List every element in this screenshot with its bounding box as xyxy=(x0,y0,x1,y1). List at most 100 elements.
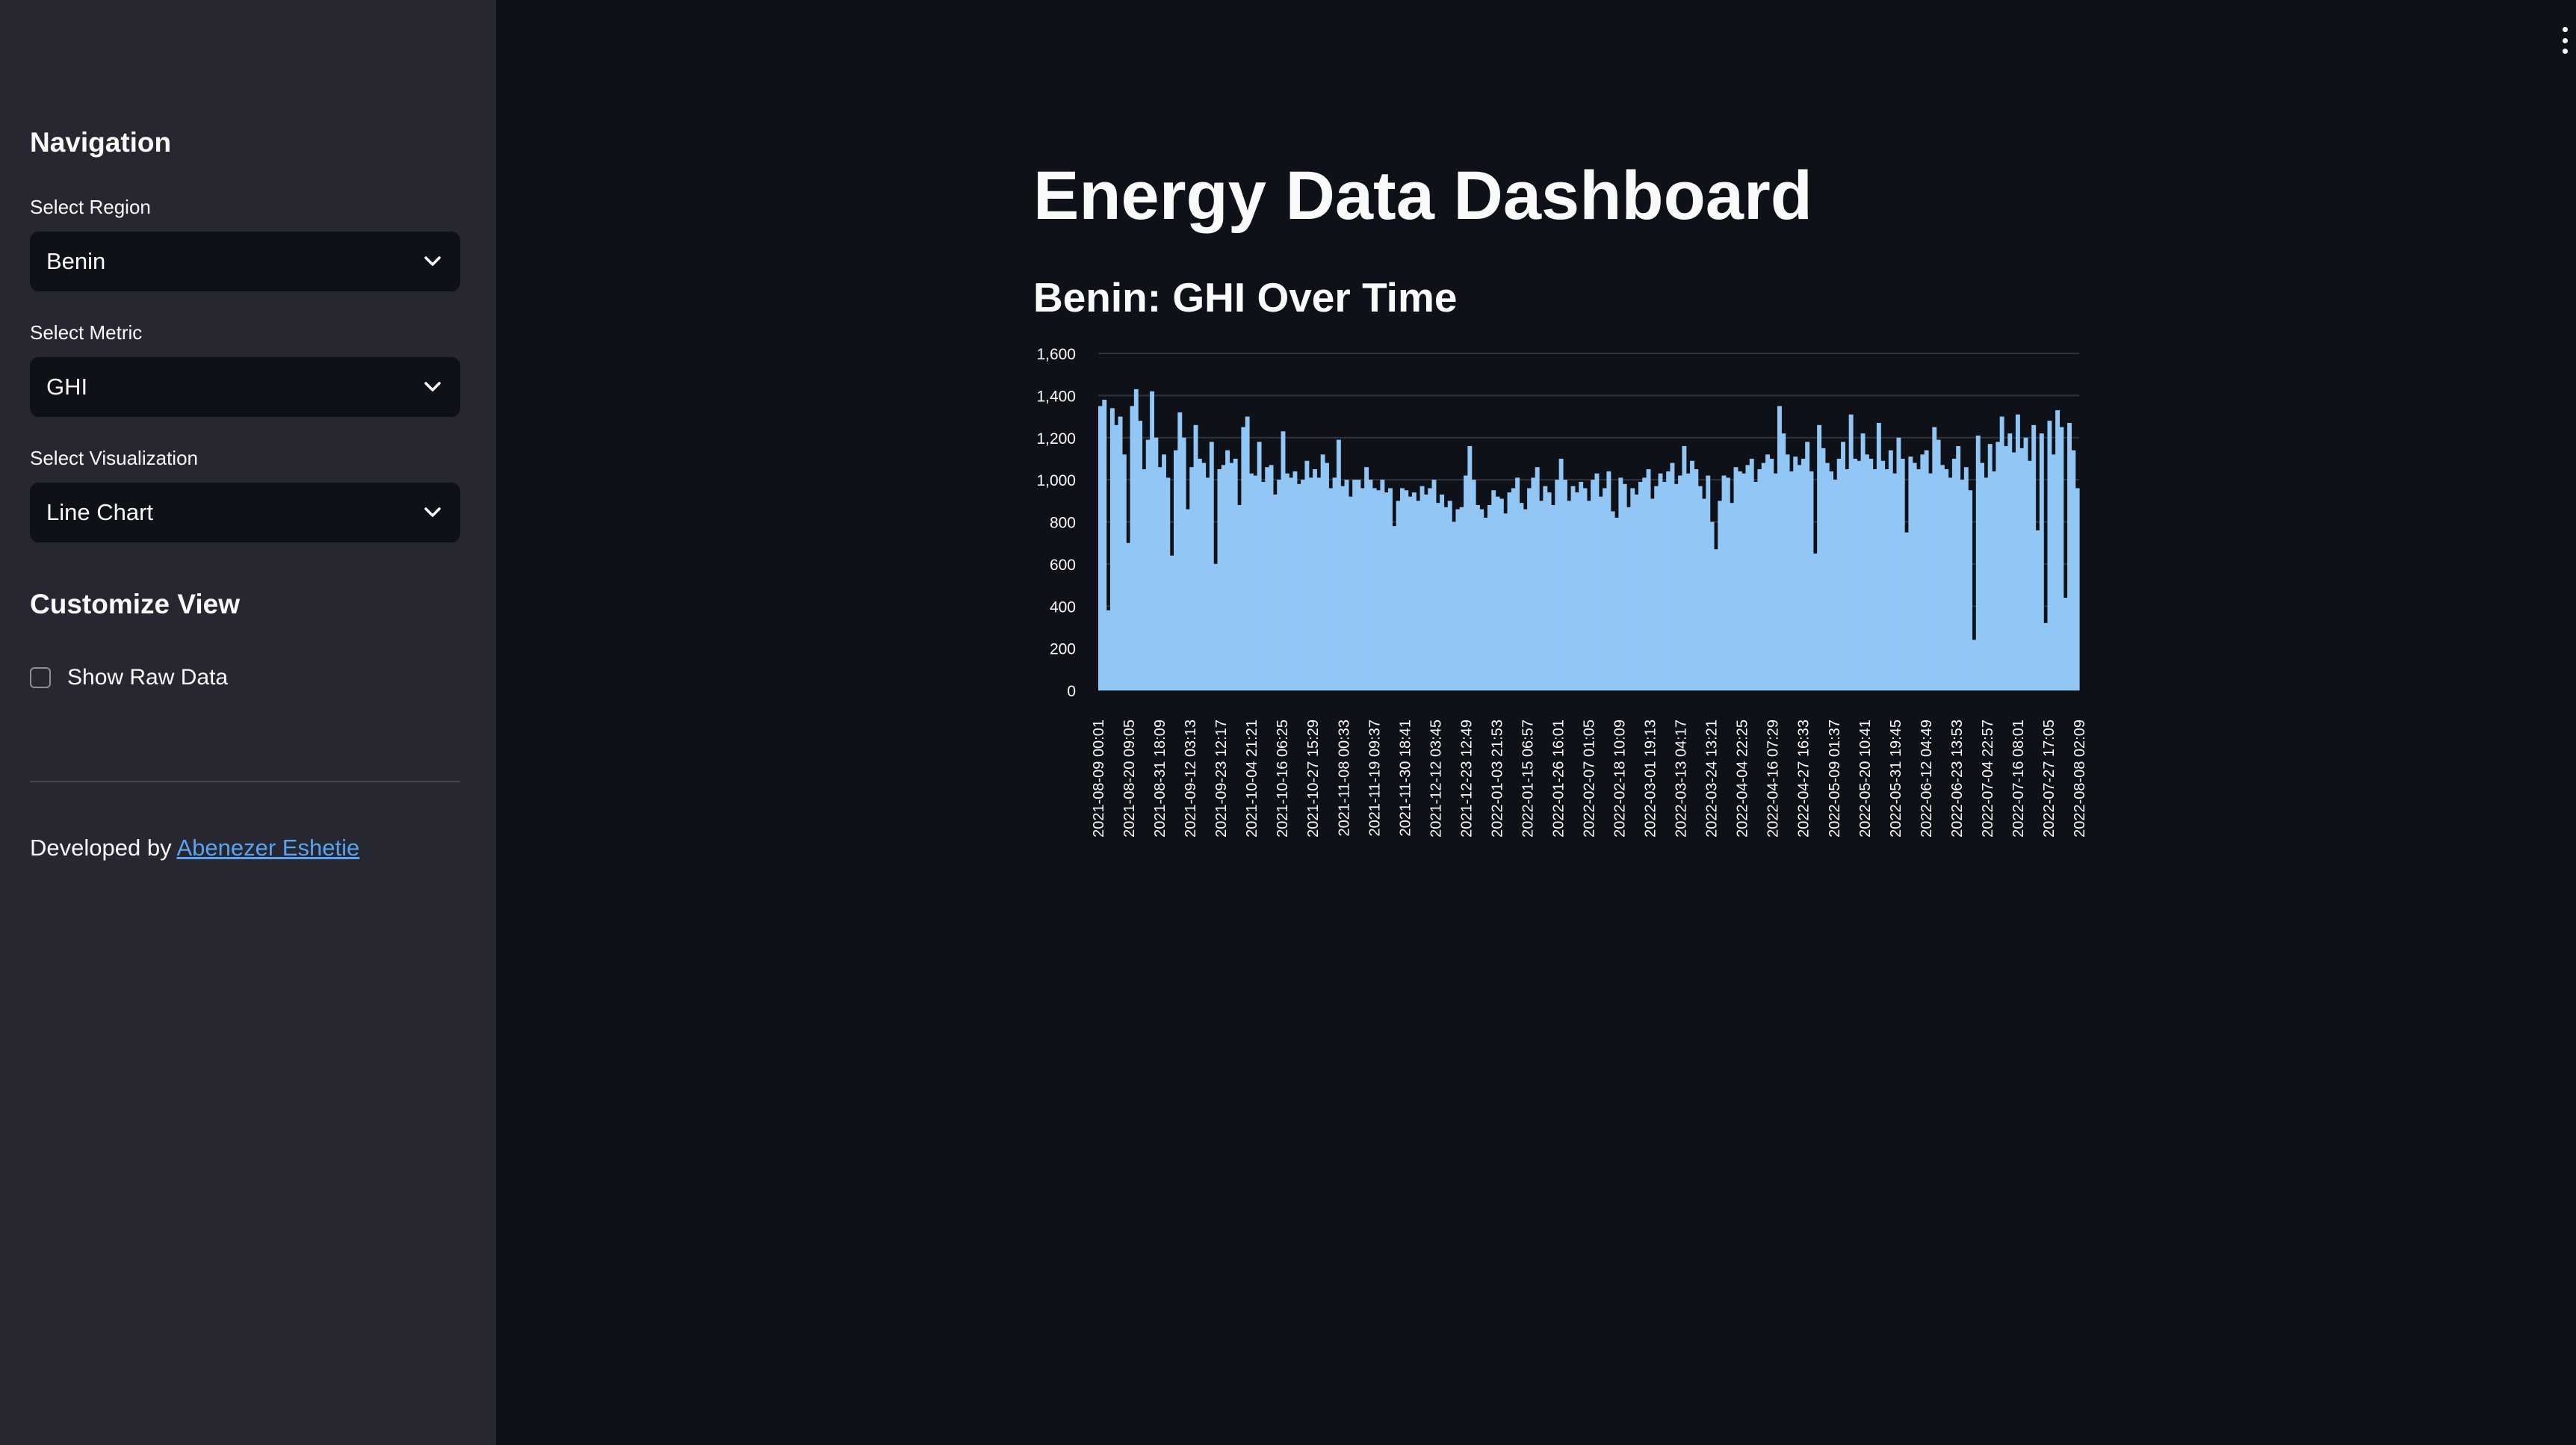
ghi-bar xyxy=(1313,469,1317,690)
vertical-dots-icon[interactable] xyxy=(2557,27,2573,54)
show-raw-data-option[interactable]: Show Raw Data xyxy=(30,665,228,690)
developer-link[interactable]: Abenezer Eshetie xyxy=(176,835,360,861)
ghi-bar xyxy=(1963,467,1969,690)
ghi-bar xyxy=(1562,480,1567,690)
ghi-bar xyxy=(1165,477,1171,690)
y-tick-label: 600 xyxy=(1050,557,1076,574)
ghi-bar xyxy=(1423,494,1428,690)
ghi-bar xyxy=(1980,462,1985,690)
ghi-bar xyxy=(1951,458,1957,690)
ghi-bar xyxy=(1372,488,1377,690)
ghi-bar xyxy=(1853,458,1857,690)
ghi-bar xyxy=(2051,454,2056,690)
ghi-bar xyxy=(1491,490,1496,690)
select-visualization-value: Line Chart xyxy=(46,499,154,525)
x-tick-label: 2021-10-04 21:21 xyxy=(1244,720,1260,838)
ghi-bar xyxy=(1428,488,1433,690)
select-metric-dropdown[interactable]: GHI xyxy=(30,357,460,417)
ghi-bar xyxy=(1821,448,1826,690)
ghi-bar xyxy=(1447,501,1452,690)
ghi-bar xyxy=(2055,410,2061,690)
ghi-bar xyxy=(1725,477,1730,690)
ghi-bar xyxy=(1284,473,1289,690)
ghi-bar xyxy=(1114,424,1119,690)
ghi-bar xyxy=(1936,439,1941,690)
developer-credit-prefix: Developed by xyxy=(30,835,172,861)
ghi-bar xyxy=(1109,408,1115,690)
ghi-bar xyxy=(1296,483,1301,690)
ghi-bar xyxy=(1606,471,1611,690)
ghi-chart[interactable]: 0 200 400 600 800 1,000 1,200 1,400 1,600 2021-08… xyxy=(1024,340,2107,848)
ghi-bar xyxy=(1272,494,1278,690)
ghi-bar xyxy=(1706,475,1711,690)
ghi-bar xyxy=(1555,480,1560,690)
ghi-bar xyxy=(1229,462,1234,690)
ghi-bar xyxy=(1142,469,1147,690)
ghi-bar xyxy=(1777,406,1782,690)
ghi-bar xyxy=(1225,450,1230,690)
ghi-bar xyxy=(1880,460,1886,690)
ghi-bar xyxy=(1896,437,1901,690)
ghi-bar xyxy=(1900,458,1905,690)
ghi-bar xyxy=(1452,522,1457,690)
ghi-bar xyxy=(1419,486,1425,690)
x-tick-label: 2022-01-15 06:57 xyxy=(1520,720,1536,838)
ghi-bar xyxy=(1177,412,1183,690)
show-raw-data-checkbox[interactable] xyxy=(30,667,51,688)
ghi-bar xyxy=(2015,414,2020,690)
ghi-bar xyxy=(1713,549,1718,690)
ghi-bar xyxy=(1181,437,1186,690)
ghi-bar xyxy=(1435,503,1440,690)
ghi-bar xyxy=(1368,480,1373,690)
x-tick-label: 2022-04-27 16:33 xyxy=(1796,720,1812,838)
y-tick-label: 200 xyxy=(1050,641,1076,658)
x-tick-label: 2021-12-23 12:49 xyxy=(1458,720,1475,838)
ghi-bar xyxy=(1833,480,1838,690)
ghi-bar xyxy=(1812,553,1818,690)
ghi-bar xyxy=(1098,406,1103,690)
ghi-bar xyxy=(1591,480,1596,690)
x-tick-label: 2021-11-30 18:41 xyxy=(1397,720,1414,836)
ghi-bar xyxy=(1685,473,1691,690)
ghi-bar xyxy=(1352,480,1357,690)
ghi-bar xyxy=(1467,446,1473,690)
ghi-bar xyxy=(2059,427,2064,690)
ghi-bar xyxy=(1515,477,1520,690)
x-tick-label: 2021-10-27 15:29 xyxy=(1305,720,1322,838)
ghi-bar xyxy=(1737,471,1742,690)
ghi-bar xyxy=(1968,490,1973,690)
ghi-bar xyxy=(1185,509,1190,690)
ghi-bar xyxy=(1662,481,1667,690)
ghi-bar xyxy=(1376,490,1381,690)
ghi-bar xyxy=(1567,501,1572,690)
ghi-bar xyxy=(1527,488,1532,690)
ghi-bar xyxy=(1388,488,1393,690)
ghi-bar xyxy=(1392,526,1397,690)
ghi-bar xyxy=(1972,640,1977,690)
ghi-bar xyxy=(1523,509,1528,690)
ghi-bar xyxy=(1281,431,1286,690)
x-tick-label: 2022-05-31 19:45 xyxy=(1888,720,1904,838)
select-visualization-dropdown[interactable]: Line Chart xyxy=(30,483,460,542)
ghi-bar xyxy=(1197,458,1202,690)
ghi-bar xyxy=(1848,414,1854,690)
x-tick-label: 2021-09-12 03:13 xyxy=(1183,720,1199,838)
ghi-bar xyxy=(1773,473,1778,690)
ghi-bar xyxy=(1765,454,1770,690)
ghi-bar xyxy=(1150,391,1155,690)
x-tick-label: 2021-08-31 18:09 xyxy=(1152,720,1168,838)
ghi-bar xyxy=(1999,416,2004,690)
select-region-dropdown[interactable]: Benin xyxy=(30,232,460,291)
ghi-bar xyxy=(1102,400,1107,690)
ghi-bar xyxy=(1916,469,1921,690)
ghi-bar xyxy=(1411,492,1417,690)
ghi-bar xyxy=(1265,467,1270,690)
ghi-bar xyxy=(1801,458,1806,690)
ghi-bar xyxy=(1864,454,1869,690)
ghi-bar xyxy=(1304,460,1310,690)
ghi-bar xyxy=(1400,488,1405,690)
ghi-bar xyxy=(1241,427,1246,690)
ghi-bar xyxy=(1543,486,1548,690)
ghi-bar xyxy=(1757,469,1762,690)
ghi-bar xyxy=(1753,481,1759,690)
